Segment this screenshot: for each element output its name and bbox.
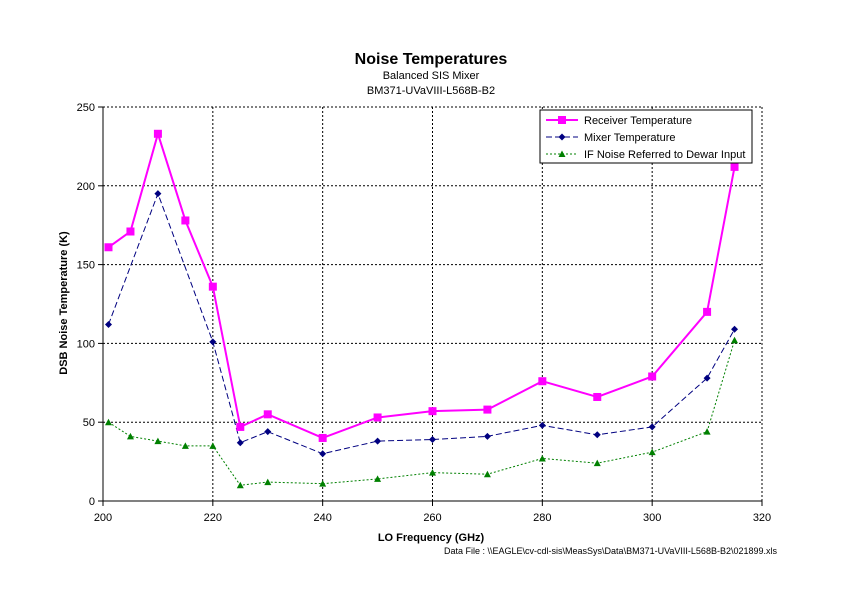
series-line [108, 340, 736, 486]
x-axis-label: LO Frequency (GHz) [378, 532, 485, 544]
data-point [181, 216, 190, 225]
data-file-footnote: Data File : \\EAGLE\cv-cdl-sis\MeasSys\D… [444, 546, 777, 556]
data-point [318, 433, 327, 442]
legend-marker [558, 150, 566, 157]
legend-entry: Mixer Temperature [546, 132, 676, 144]
data-point [428, 407, 437, 416]
data-point [648, 448, 656, 456]
data-point [648, 423, 656, 431]
data-point [538, 421, 546, 429]
data-point [731, 336, 739, 344]
x-tick-label: 220 [204, 512, 222, 524]
y-tick-label: 200 [77, 181, 95, 193]
y-tick-label: 0 [89, 496, 95, 508]
y-tick-label: 50 [83, 417, 95, 429]
data-point [181, 442, 189, 449]
data-point [319, 480, 327, 487]
chart-subtitle-line-2: BM371-UVaVIII-L568B-B2 [367, 85, 495, 97]
y-tick-label: 150 [77, 260, 95, 272]
series-line [108, 192, 735, 455]
data-point [209, 338, 217, 346]
series-0 [104, 129, 739, 442]
legend-label: Mixer Temperature [584, 132, 676, 144]
data-point [104, 243, 113, 252]
legend-entry: Receiver Temperature [546, 115, 692, 127]
y-tick-labels: 0 50 100 150 200 250 [77, 102, 95, 508]
data-point [264, 478, 272, 486]
series-layer [104, 129, 739, 489]
data-point [731, 325, 739, 333]
data-point [538, 377, 547, 386]
x-tick-label: 200 [94, 512, 112, 524]
series-2 [104, 336, 739, 489]
data-point [730, 162, 739, 171]
data-point [593, 431, 601, 439]
legend-label: Receiver Temperature [584, 115, 692, 127]
data-point [208, 282, 217, 291]
data-point [483, 432, 491, 440]
data-point [263, 410, 272, 419]
data-point [703, 374, 711, 382]
data-point [483, 405, 492, 414]
data-point [209, 442, 217, 449]
x-tick-label: 280 [533, 512, 551, 524]
data-point [104, 418, 112, 426]
data-point [483, 470, 491, 478]
y-tick-label: 100 [77, 338, 95, 350]
legend: Receiver Temperature Mixer Temperature IF … [539, 109, 753, 164]
data-point [236, 439, 244, 447]
series-line [107, 130, 736, 440]
data-point [126, 432, 134, 440]
x-tick-labels: 200 220 240 260 280 300 320 [94, 512, 771, 524]
legend-entry: IF Noise Referred to Dewar Input [546, 149, 745, 161]
data-point [374, 437, 382, 445]
data-point [429, 436, 436, 444]
axes [98, 106, 763, 506]
data-point [154, 437, 162, 445]
data-point [374, 475, 382, 482]
y-tick-label: 250 [77, 102, 95, 114]
chart-subtitle-line-1: Balanced SIS Mixer [383, 70, 480, 82]
x-tick-label: 240 [313, 512, 331, 524]
chart-title: Noise Temperatures [355, 51, 508, 68]
series-1 [104, 190, 739, 458]
y-axis-label: DSB Noise Temperature (K) [58, 231, 70, 375]
data-point [319, 450, 327, 458]
data-point [153, 129, 162, 138]
data-point [264, 428, 272, 436]
data-point [236, 481, 244, 489]
x-tick-label: 260 [423, 512, 441, 524]
legend-marker [558, 133, 566, 141]
data-point [126, 227, 135, 236]
data-point [104, 320, 112, 328]
data-point [429, 469, 436, 476]
x-tick-label: 320 [753, 512, 771, 524]
data-point [538, 454, 546, 462]
x-tick-label: 300 [643, 512, 661, 524]
data-point [593, 459, 601, 467]
legend-marker [558, 116, 566, 124]
legend-label: IF Noise Referred to Dewar Input [584, 149, 745, 161]
data-point [703, 307, 712, 316]
data-point [703, 428, 711, 435]
data-point [648, 372, 657, 381]
data-point [154, 190, 162, 198]
data-point [236, 422, 245, 431]
data-point [373, 413, 382, 422]
data-point [593, 392, 602, 401]
